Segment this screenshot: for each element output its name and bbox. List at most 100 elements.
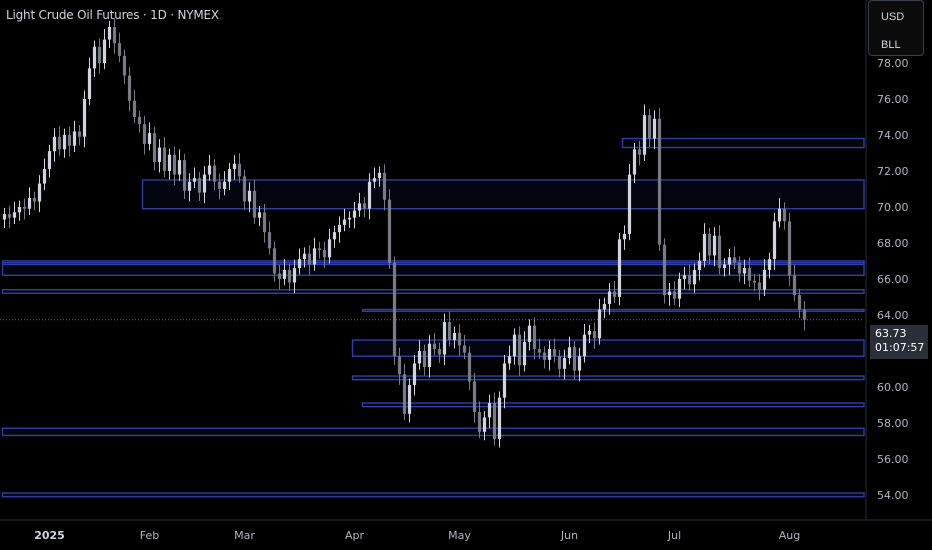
- price-tick-label: 68.00: [877, 237, 909, 250]
- candle-body: [52, 136, 57, 152]
- candle-body: [112, 26, 117, 44]
- candle-body: [267, 232, 272, 249]
- candle-body: [47, 151, 52, 170]
- candle-body: [127, 75, 132, 101]
- candle-body: [337, 224, 342, 233]
- candle-body: [22, 206, 27, 209]
- candle-body: [192, 178, 197, 182]
- candle-body: [237, 163, 242, 177]
- candle-body: [282, 269, 287, 279]
- candle-body: [72, 131, 77, 146]
- candle-body: [707, 233, 712, 256]
- candle-body: [467, 352, 472, 382]
- candle-body: [712, 235, 717, 256]
- candle-body: [767, 259, 772, 270]
- time-tick-label: Feb: [140, 529, 159, 542]
- candle-body: [697, 260, 702, 270]
- candle-body: [387, 199, 392, 263]
- candle-body: [37, 183, 42, 202]
- candle-body: [422, 350, 427, 368]
- candle-body: [232, 163, 237, 170]
- candle-body: [647, 115, 652, 139]
- price-axis[interactable]: 54.0056.0058.0060.0062.0064.0066.0068.00…: [877, 21, 909, 502]
- candle-body: [382, 172, 387, 200]
- price-tick-label: 78.00: [877, 57, 909, 70]
- unit-label[interactable]: BLL: [881, 39, 901, 51]
- candle-body: [67, 134, 72, 146]
- candle-body: [227, 169, 232, 182]
- candle-body: [457, 332, 462, 346]
- candle-body: [367, 181, 372, 209]
- candle-body: [502, 363, 507, 398]
- candle-body: [702, 233, 707, 261]
- candle-body: [427, 343, 432, 368]
- candle-body: [202, 174, 207, 193]
- candle-body: [322, 250, 327, 258]
- last-price-value: 63.73: [875, 327, 907, 340]
- candle-body: [42, 169, 47, 184]
- candle-body: [687, 275, 692, 285]
- candle-body: [2, 214, 7, 220]
- candle-body: [482, 417, 487, 432]
- candle-body: [552, 349, 557, 357]
- price-tick-label: 54.00: [877, 489, 909, 502]
- candle-body: [217, 181, 222, 189]
- candle-body: [372, 178, 377, 182]
- price-tick-label: 60.00: [877, 381, 909, 394]
- candle-body: [547, 349, 552, 360]
- candle-body: [137, 116, 142, 125]
- candle-body: [117, 43, 122, 56]
- candle-body: [607, 291, 612, 305]
- candle-body: [732, 257, 737, 263]
- candle-body: [747, 268, 752, 281]
- candle-body: [342, 219, 347, 225]
- candle-body: [157, 147, 162, 162]
- candle-body: [177, 160, 182, 175]
- unit-selector[interactable]: USD BLL: [868, 0, 924, 56]
- candle-body: [307, 253, 312, 265]
- candle-body: [777, 208, 782, 222]
- candle-body: [77, 131, 82, 137]
- price-tick-label: 56.00: [877, 453, 909, 466]
- time-tick-label: Jun: [560, 529, 578, 542]
- candle-body: [492, 403, 497, 440]
- candle-body: [452, 332, 457, 341]
- zone-box: [1, 492, 865, 498]
- candle-body: [347, 217, 352, 220]
- candle-body: [432, 343, 437, 350]
- candle-body: [317, 248, 322, 251]
- candle-body: [437, 349, 442, 355]
- candle-body: [97, 46, 102, 63]
- candles: [2, 18, 807, 448]
- candle-body: [87, 68, 92, 99]
- candle-body: [772, 221, 777, 260]
- candle-body: [57, 136, 62, 150]
- candle-body: [542, 352, 547, 360]
- candle-body: [532, 325, 537, 350]
- zone-box: [1, 427, 865, 437]
- candle-body: [617, 239, 622, 297]
- candle-body: [577, 356, 582, 371]
- candle-body: [572, 347, 577, 371]
- candle-body: [512, 334, 517, 357]
- candle-body: [302, 253, 307, 260]
- candle-body: [297, 259, 302, 269]
- candle-body: [637, 149, 642, 155]
- candle-body: [402, 374, 407, 414]
- time-axis[interactable]: 2025 Feb Mar Apr May Jun Jul Aug: [34, 529, 800, 542]
- candle-body: [327, 239, 332, 258]
- candle-body: [477, 412, 482, 432]
- currency-label[interactable]: USD: [881, 11, 905, 23]
- support-resistance-zones: [1, 137, 865, 498]
- candle-body: [472, 381, 477, 413]
- candle-body: [212, 165, 217, 182]
- candle-body: [207, 165, 212, 175]
- candle-body: [197, 178, 202, 193]
- candle-body: [362, 203, 367, 209]
- candle-body: [132, 100, 137, 117]
- last-price-tag: 63.73 01:07:57: [870, 325, 928, 359]
- candle-body: [32, 197, 37, 202]
- zone-box: [1, 288, 865, 294]
- time-tick-label: Apr: [345, 529, 365, 542]
